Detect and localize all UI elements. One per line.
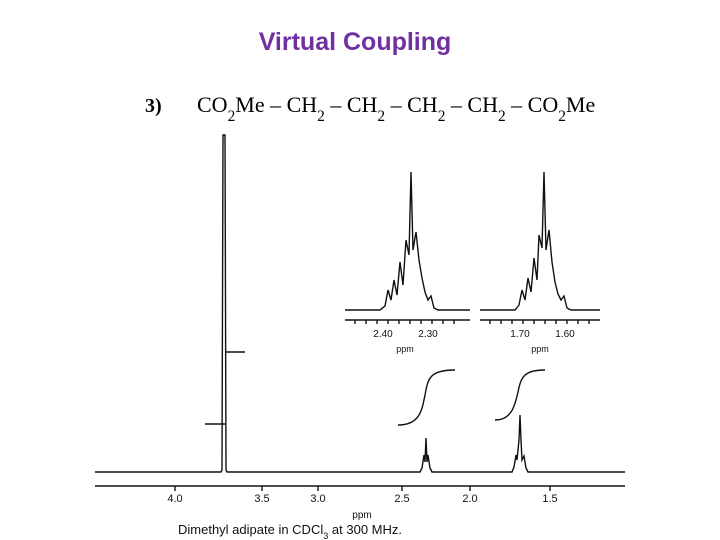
- inset-unit: ppm: [396, 344, 414, 354]
- inset-unit: ppm: [531, 344, 549, 354]
- inset-tick-label: 2.40: [373, 329, 393, 340]
- formula-text: Me: [566, 92, 595, 117]
- inset-tick-label: 2.30: [418, 329, 438, 340]
- slide-title: Virtual Coupling: [259, 28, 452, 56]
- axis-tick-label: 1.5: [542, 493, 557, 505]
- formula: CO2Me – CH2 – CH2 – CH2 – CH2 – CO2Me: [197, 92, 595, 125]
- formula-text: – CH: [385, 92, 438, 117]
- formula-subscript: 2: [438, 108, 446, 125]
- formula-text: – CH: [445, 92, 498, 117]
- formula-subscript: 2: [228, 108, 236, 125]
- axis-tick-label: 2.5: [394, 493, 409, 505]
- spectrum-drawing: [95, 134, 625, 491]
- formula-text: – CH: [325, 92, 378, 117]
- inset-tick-label: 1.60: [555, 329, 575, 340]
- formula-text: CO: [197, 92, 228, 117]
- formula-subscript: 2: [377, 108, 385, 125]
- formula-text: – CO: [506, 92, 559, 117]
- formula-subscript: 2: [317, 108, 325, 125]
- caption: Dimethyl adipate in CDCl3 at 300 MHz.: [178, 522, 402, 540]
- axis-label: ppm: [352, 510, 371, 521]
- formula-subscript: 2: [498, 108, 506, 125]
- inset-tick-label: 1.70: [510, 329, 530, 340]
- axis-tick-label: 4.0: [167, 493, 182, 505]
- axis-tick-label: 2.0: [462, 493, 477, 505]
- caption-text: at 300 MHz.: [328, 522, 402, 537]
- axis-tick-label: 3.0: [310, 493, 325, 505]
- caption-text: Dimethyl adipate in CDCl: [178, 522, 323, 537]
- formula-subscript: 2: [558, 108, 566, 125]
- axis-tick-label: 3.5: [254, 493, 269, 505]
- item-number: 3): [145, 95, 162, 117]
- formula-text: Me – CH: [235, 92, 317, 117]
- caption-subscript: 3: [323, 531, 328, 540]
